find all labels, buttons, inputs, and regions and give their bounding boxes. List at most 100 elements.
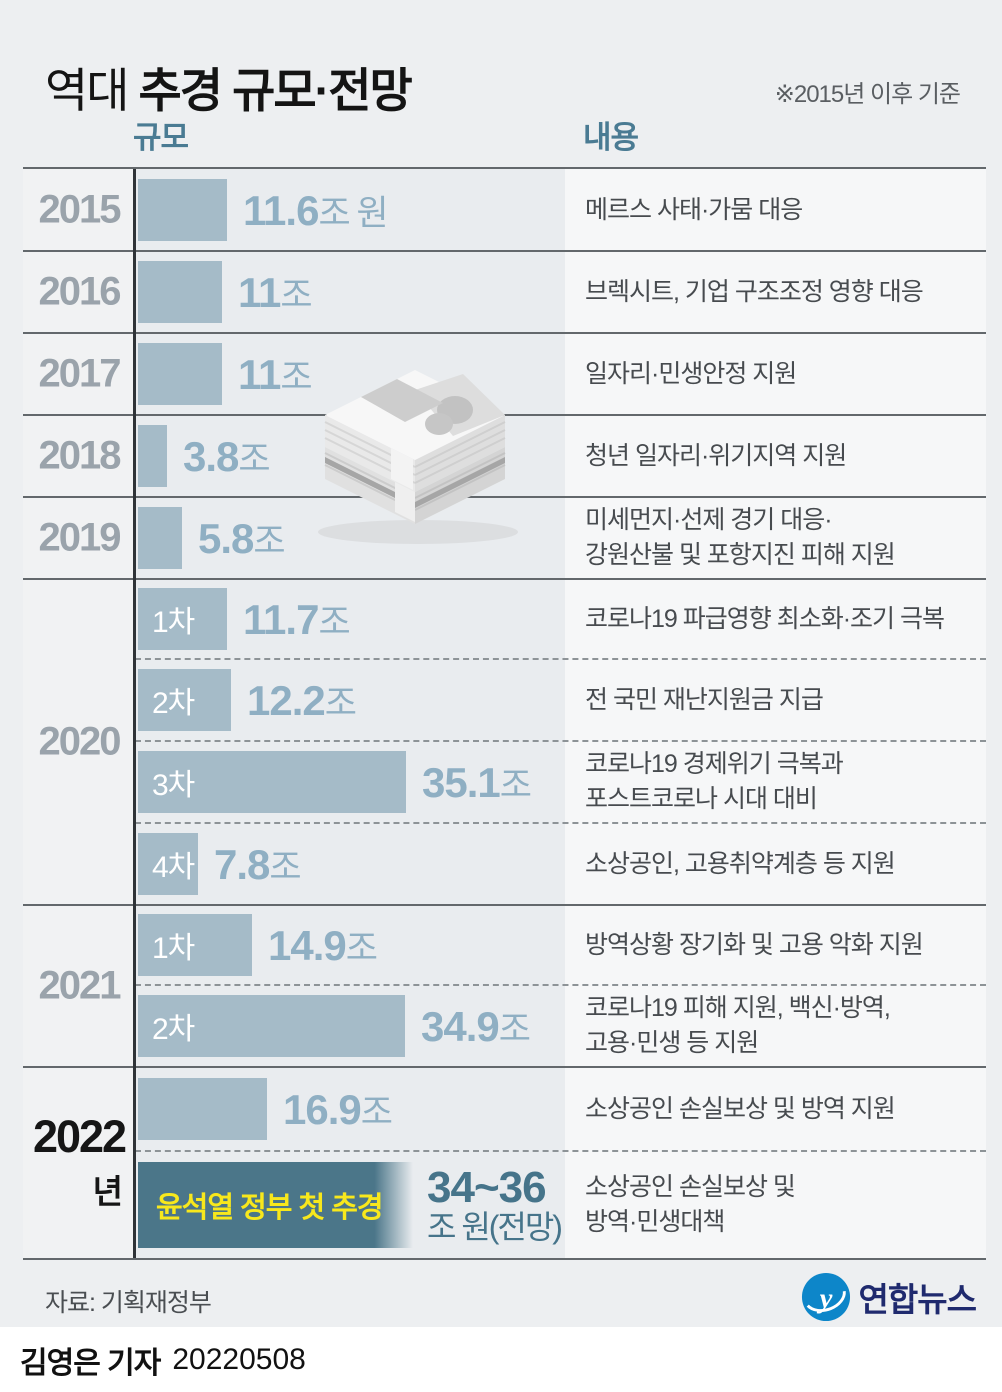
- reporter-name: 김영은 기자: [20, 1346, 161, 1380]
- year-cell: [23, 497, 135, 579]
- round-label: 1차: [152, 932, 195, 965]
- year-label-2016: 2016: [38, 269, 122, 314]
- description-cell: 코로나19 피해 지원, 백신·방역, 고용·민생 등 지원: [565, 985, 986, 1067]
- budget-value: 11.6조 원: [243, 186, 389, 234]
- year-cell: [23, 1151, 135, 1258]
- table-row-forecast: 윤석열 정부 첫 추경 34~36 조 원(전망) 소상공인 손실보상 및 방역·…: [23, 1150, 986, 1258]
- round-label: 2차: [152, 687, 195, 720]
- round-label: 1차: [152, 606, 195, 639]
- table-row: 4차 7.8조 소상공인, 고용취약계층 등 지원: [23, 822, 986, 905]
- bar-cell: 11조: [135, 333, 565, 415]
- budget-bar: [138, 179, 227, 241]
- description-cell: 전 국민 재난지원금 지급: [565, 659, 986, 741]
- year-label-2022-number: 2022: [32, 1111, 127, 1162]
- bar-cell: 2차 34.9조: [135, 985, 565, 1067]
- year-cell: [23, 823, 135, 905]
- forecast-bar-label: 윤석열 정부 첫 추경: [156, 1191, 384, 1224]
- table-row: 2차 12.2조 전 국민 재난지원금 지급: [23, 658, 986, 741]
- description-cell: 코로나19 경제위기 극복과 포스트코로나 시대 대비: [565, 741, 986, 823]
- budget-value: 7.8조: [214, 840, 302, 888]
- budget-bar: [138, 343, 222, 405]
- budget-value: 11.7조: [243, 595, 351, 643]
- bar-cell: 1차 11.7조: [135, 579, 565, 659]
- description-cell: 소상공인 손실보상 및 방역 지원: [565, 1067, 986, 1151]
- budget-value: 5.8조: [198, 514, 286, 562]
- year-cell: [23, 985, 135, 1067]
- page-title: 역대 추경 규모·전망: [45, 52, 413, 121]
- description-cell: 소상공인 손실보상 및 방역·민생대책: [565, 1151, 986, 1258]
- budget-bar: 1차: [138, 914, 252, 976]
- bar-cell: 4차 7.8조: [135, 823, 565, 905]
- round-label: 3차: [152, 769, 195, 802]
- axis-line: [133, 169, 136, 1258]
- table-row: 11조 일자리·민생안정 지원: [23, 332, 986, 415]
- budget-bar: [138, 261, 222, 323]
- bar-cell: 3차 35.1조: [135, 741, 565, 823]
- year-cell: [23, 1067, 135, 1151]
- budget-value: 35.1조: [422, 758, 532, 806]
- description-cell: 코로나19 파급영향 최소화·조기 극복: [565, 579, 986, 659]
- source-credit: 자료: 기획재정부: [45, 1289, 212, 1317]
- budget-bar: 4차: [138, 833, 198, 895]
- year-cell: [23, 169, 135, 251]
- year-label-2018: 2018: [38, 433, 122, 478]
- year-cell: [23, 659, 135, 741]
- title-light: 역대: [45, 64, 129, 117]
- reference-note: ※2015년 이후 기준: [774, 81, 961, 108]
- budget-bar-forecast: 윤석열 정부 첫 추경: [138, 1161, 413, 1248]
- column-header-size: 규모: [133, 120, 189, 155]
- description-cell: 브렉시트, 기업 구조조정 영향 대응: [565, 251, 986, 333]
- year-label-2021: 2021: [38, 963, 122, 1008]
- yonhap-globe-icon: y: [801, 1272, 850, 1322]
- bar-cell: 2차 12.2조: [135, 659, 565, 741]
- budget-table: 2015 2016 2017 2018 2019 2020 2021 2022 …: [23, 167, 986, 1260]
- budget-bar: 2차: [138, 995, 405, 1057]
- year-cell: [23, 415, 135, 497]
- budget-value: 3.8조: [183, 432, 271, 480]
- table-row: 1차 14.9조 방역상황 장기화 및 고용 악화 지원: [23, 904, 986, 985]
- year-label-2015: 2015: [38, 187, 122, 232]
- year-label-2017: 2017: [38, 351, 122, 396]
- budget-bar: [138, 425, 167, 487]
- year-label-2022: 2022 년: [23, 1111, 135, 1213]
- year-label-2020: 2020: [38, 719, 122, 764]
- table-row: 1차 11.7조 코로나19 파급영향 최소화·조기 극복: [23, 578, 986, 659]
- budget-value: 14.9조: [268, 921, 378, 969]
- agency-name: 연합뉴스: [858, 1281, 977, 1318]
- table-row: 3차 35.1조 코로나19 경제위기 극복과 포스트코로나 시대 대비: [23, 740, 986, 823]
- budget-value: 11조: [238, 268, 313, 316]
- column-header-content: 내용: [583, 120, 639, 155]
- publish-date: 20220508: [172, 1342, 306, 1376]
- description-cell: 일자리·민생안정 지원: [565, 333, 986, 415]
- budget-value: 16.9조: [283, 1085, 393, 1133]
- bar-cell: 11.6조 원: [135, 169, 565, 251]
- year-cell: [23, 251, 135, 333]
- bar-cell: 16.9조: [135, 1067, 565, 1151]
- year-label-2022-suffix: 년: [92, 1173, 123, 1210]
- round-label: 2차: [152, 1013, 195, 1046]
- bar-cell: 윤석열 정부 첫 추경 34~36 조 원(전망): [135, 1151, 565, 1258]
- year-label-2019: 2019: [38, 515, 122, 560]
- table-row: 11.6조 원 메르스 사태·가뭄 대응: [23, 169, 986, 251]
- budget-bar: 2차: [138, 669, 231, 731]
- budget-value-forecast: 34~36 조 원(전망): [427, 1162, 563, 1245]
- description-cell: 메르스 사태·가뭄 대응: [565, 169, 986, 251]
- svg-text:y: y: [816, 1283, 832, 1315]
- budget-value: 34.9조: [421, 1002, 531, 1050]
- round-label: 4차: [152, 851, 195, 884]
- budget-bar: 1차: [138, 588, 227, 650]
- title-bold: 추경 규모·전망: [127, 64, 413, 117]
- budget-value: 12.2조: [247, 676, 357, 724]
- description-cell: 소상공인, 고용취약계층 등 지원: [565, 823, 986, 905]
- year-cell: [23, 741, 135, 823]
- table-row: 11조 브렉시트, 기업 구조조정 영향 대응: [23, 250, 986, 333]
- table-row: 2차 34.9조 코로나19 피해 지원, 백신·방역, 고용·민생 등 지원: [23, 984, 986, 1067]
- bar-cell: 11조: [135, 251, 565, 333]
- bar-cell: 1차 14.9조: [135, 905, 565, 985]
- agency-logo: y 연합뉴스: [801, 1272, 977, 1322]
- description-cell: 방역상황 장기화 및 고용 악화 지원: [565, 905, 986, 985]
- byline-strip: 김영은 기자 20220508: [0, 1327, 1002, 1392]
- budget-bar: 3차: [138, 751, 406, 813]
- budget-bar: [138, 507, 182, 569]
